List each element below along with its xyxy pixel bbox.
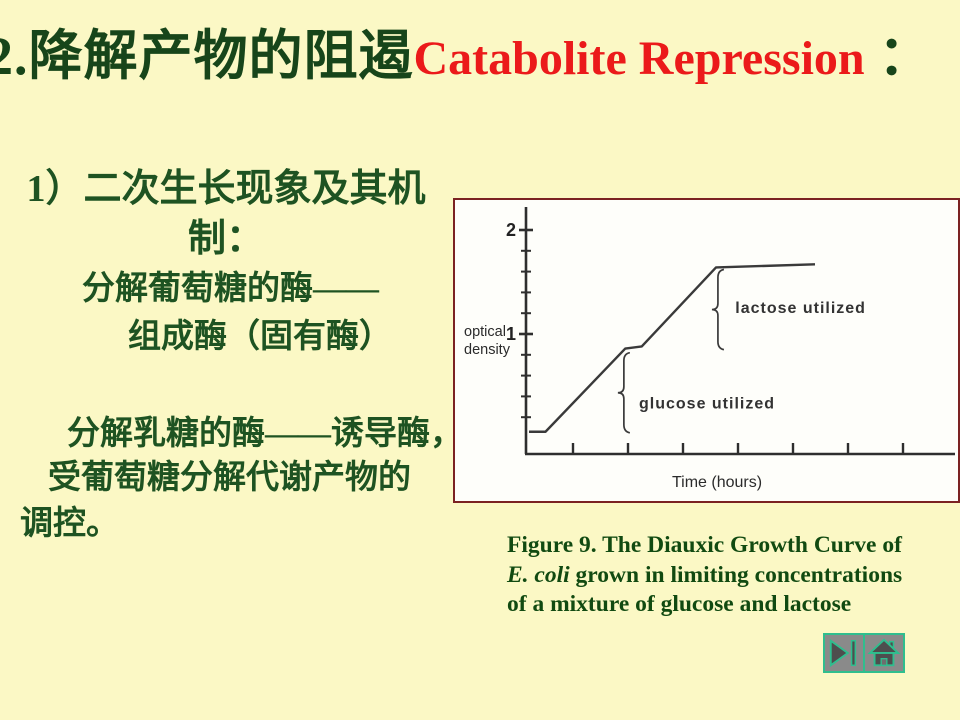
svg-text:1: 1 [506,324,516,344]
svg-text:Time (hours): Time (hours) [672,474,762,491]
title-chinese: 2.降解产物的阻遏 [0,26,414,86]
nav-buttons [823,633,905,673]
lactose-enzyme-line-1: 分解乳糖的酶——诱导酶， [67,416,463,452]
title-colon: ： [864,26,933,86]
figure-box: 1 2 glucose utilized lactose utilized optica… [453,198,960,503]
title-english: Catabolite Repression [413,32,865,85]
caption-line-2: E. coli grown in limiting concentrations [507,561,937,591]
svg-text:density: density [464,342,511,358]
slide-title: 2.降解产物的阻遏Catabolite Repression ： [0,24,932,89]
section-heading: 1）二次生长现象及其机 制： [0,164,452,264]
svg-text:lactose utilized: lactose utilized [735,300,866,317]
svg-text:optical: optical [464,324,506,340]
svg-text:glucose utilized: glucose utilized [639,396,775,413]
glucose-enzyme-line-1: 分解葡萄糖的酶—— [82,271,379,307]
lactose-enzyme-line-3: 调控。 [20,506,119,542]
home-button[interactable] [863,633,905,673]
svg-text:2: 2 [506,220,516,240]
figure-caption: Figure 9. The Diauxic Growth Curve of E.… [507,531,937,620]
diauxic-growth-chart: 1 2 glucose utilized lactose utilized optica… [464,207,955,491]
caption-line-1: Figure 9. The Diauxic Growth Curve of [507,532,902,558]
heading-line-1: 1）二次生长现象及其机 [26,168,426,210]
next-slide-button[interactable] [823,633,865,673]
glucose-enzyme-line-2: 组成酶（固有酶） [128,319,392,355]
home-icon [867,638,901,667]
lactose-enzyme-line-2: 受葡萄糖分解代谢产物的 [48,460,411,496]
caption-line-3: of a mixture of glucose and lactose [507,591,852,617]
skip-to-end-icon [829,638,857,668]
heading-line-2: 制： [187,218,264,260]
caption-line-2-rest: grown in limiting concentrations [569,561,903,588]
caption-species-name: E. coli [507,561,570,588]
